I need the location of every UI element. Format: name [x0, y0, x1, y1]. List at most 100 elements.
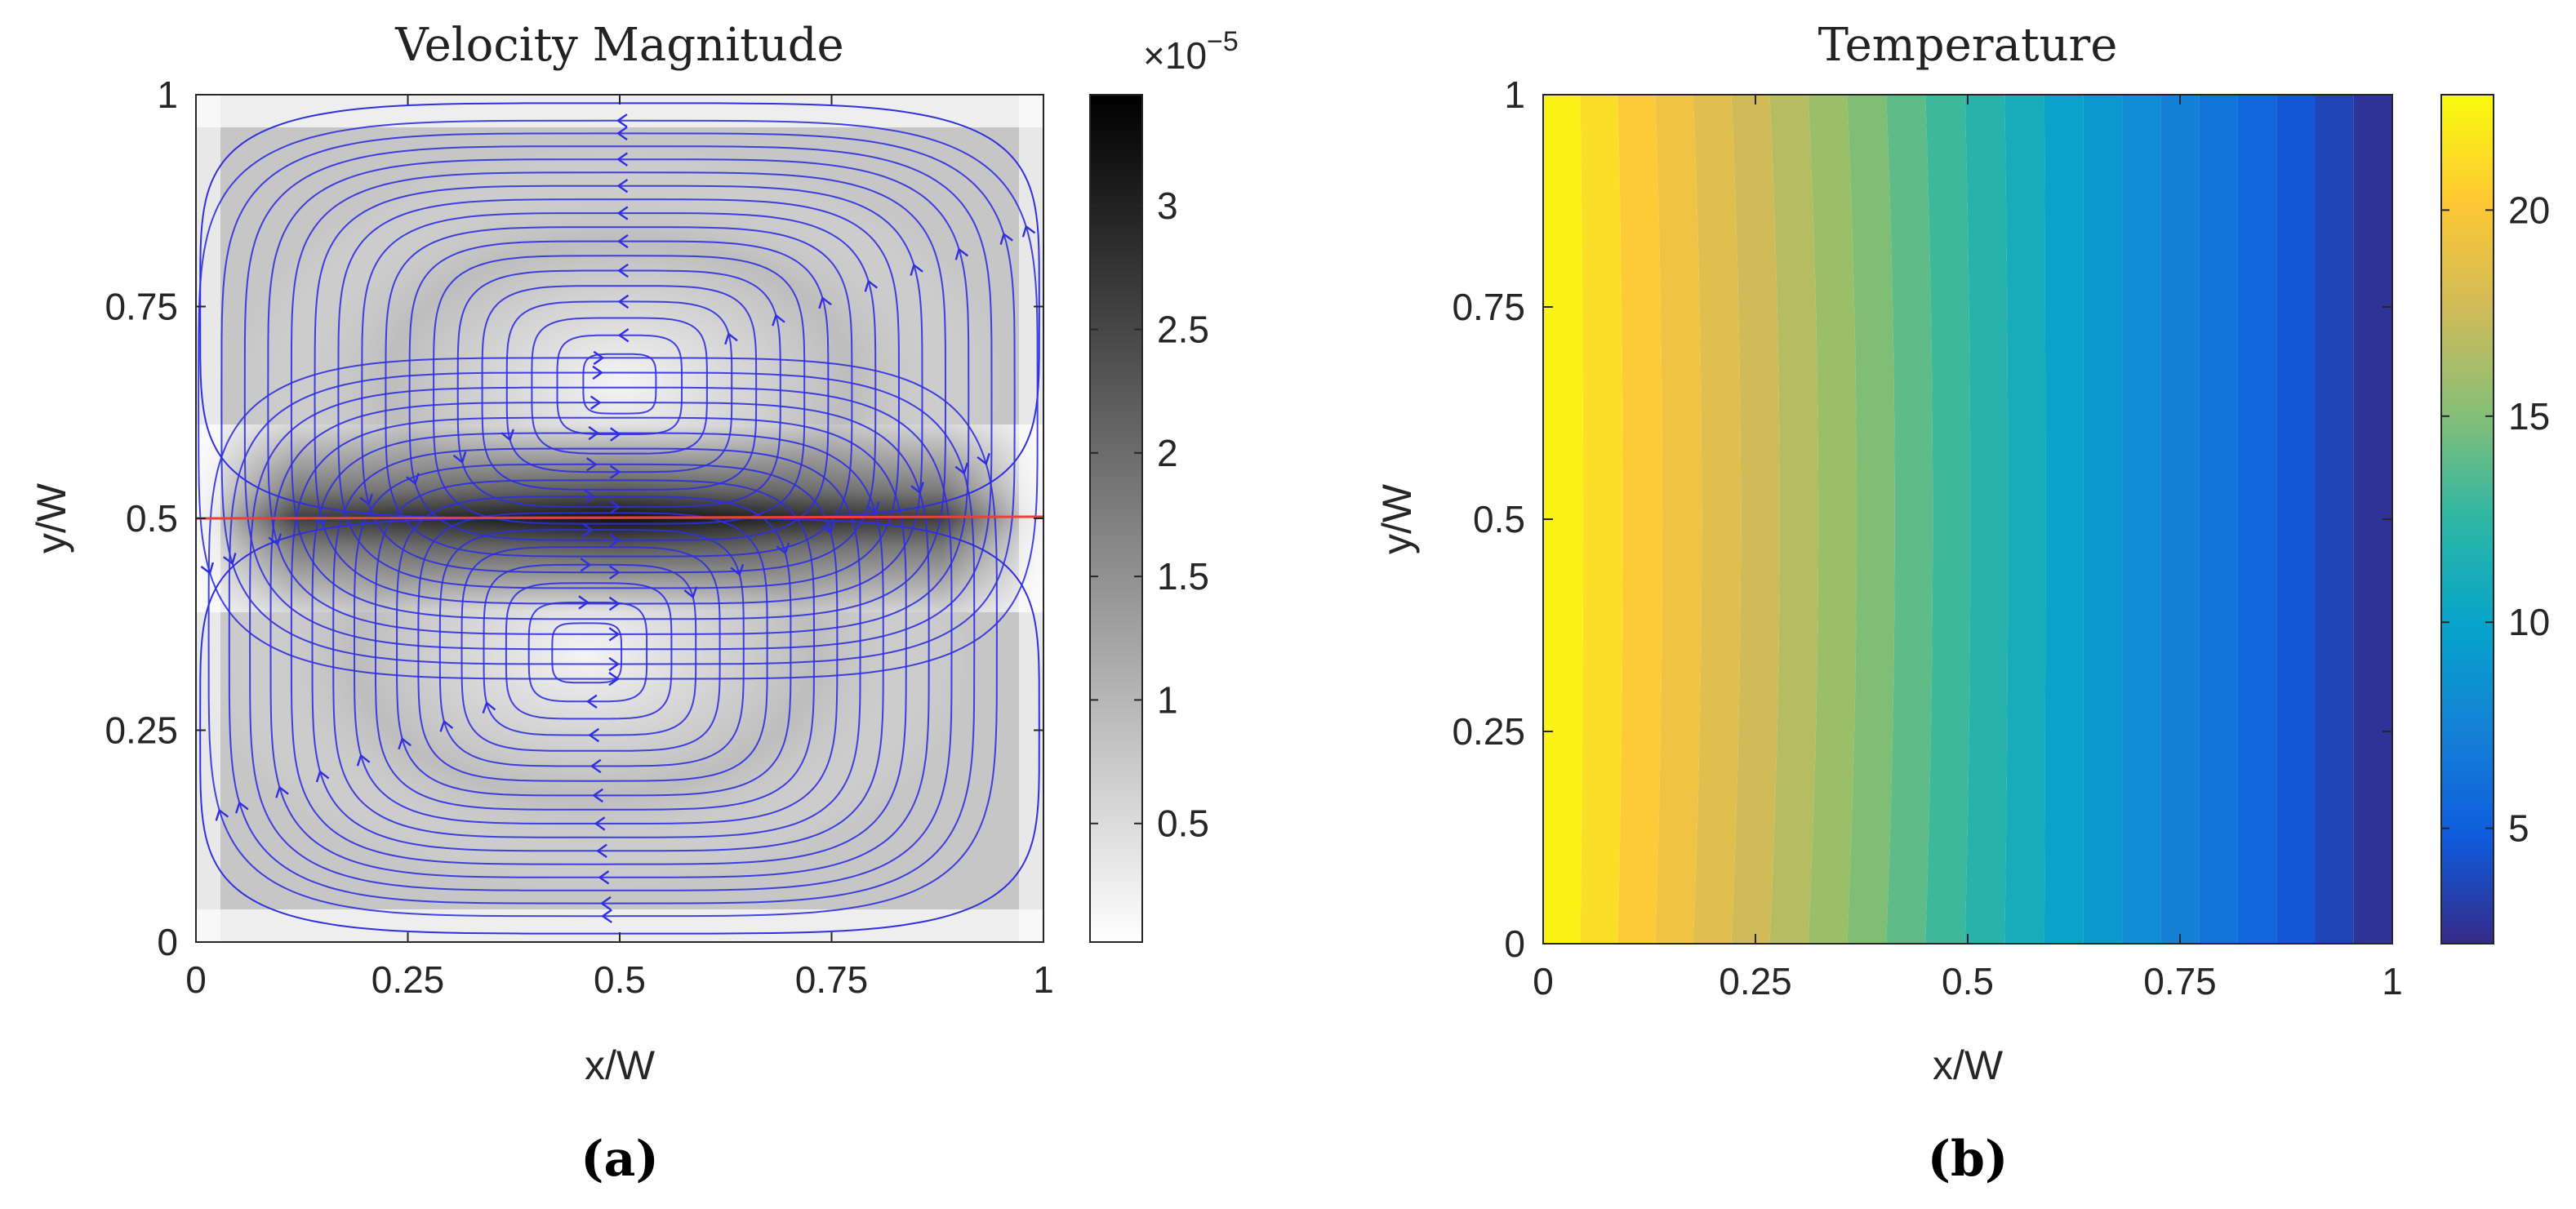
streamline-arrow — [821, 522, 835, 535]
velocity-xtick-label: 0.25 — [371, 958, 445, 1001]
streamline-arrow — [584, 489, 596, 504]
streamline-arrow — [215, 808, 229, 821]
temperature-band — [1543, 95, 1584, 944]
velocity-colorbar-tick-label: 1 — [1157, 678, 1178, 721]
velocity-ytick-label: 0.5 — [126, 497, 178, 540]
streamline-arrow — [589, 395, 602, 410]
velocity-ytick-label: 0 — [157, 921, 178, 963]
streamline-arrow — [596, 843, 607, 858]
streamline — [207, 357, 998, 918]
streamline-arrow — [599, 896, 612, 911]
velocity-colorbar-tick-label: 2.5 — [1157, 308, 1209, 350]
streamline-arrow — [977, 452, 990, 466]
streamline-arrow — [609, 464, 621, 479]
temperature-colorbar-ticks: 5 10 15 20 — [2441, 189, 2550, 850]
temperature-band — [2004, 95, 2046, 944]
temperature-band — [1655, 95, 1702, 944]
streamline-arrow — [592, 788, 603, 803]
temperature-colorbar — [2440, 94, 2494, 945]
streamline-arrow — [598, 870, 610, 885]
temperature-band — [2083, 95, 2123, 944]
streamline-arrow — [616, 233, 629, 249]
streamline-arrow — [818, 296, 832, 309]
streamline — [460, 546, 721, 752]
streamline-arrow — [616, 152, 628, 167]
streamline — [290, 416, 907, 865]
temperature-xtick-label: 0.5 — [1942, 960, 1994, 1002]
temperature-ytick-label: 0.75 — [1452, 286, 1525, 328]
streamline — [311, 432, 884, 852]
velocity-title: Velocity Magnitude — [394, 19, 843, 72]
streamline-arrow — [772, 313, 785, 327]
velocity-colorbar-tick-label: 1.5 — [1157, 555, 1209, 598]
panel-label-a: (a) — [581, 1131, 659, 1188]
velocity-xlabel: x/W — [585, 1042, 656, 1088]
streamline-arrow — [200, 562, 215, 575]
streamline-arrow — [617, 327, 630, 343]
temperature-ytick-label: 1 — [1504, 73, 1525, 116]
temperature-band — [2122, 95, 2161, 944]
streamline — [483, 563, 697, 736]
streamline-arrow — [910, 482, 924, 495]
temperature-title: Temperature — [1818, 19, 2118, 72]
streamline-arrow — [315, 770, 330, 783]
colorbar-exponent-base: ×10 — [1143, 34, 1207, 77]
streamline — [527, 602, 648, 703]
temperature-band — [1964, 95, 2009, 944]
temperature-band — [1580, 95, 1623, 944]
streamline-arrow — [910, 263, 923, 276]
streamline-arrow — [683, 586, 698, 599]
colorbar-exponent-power: −5 — [1207, 26, 1239, 57]
temperature-band — [1808, 95, 1857, 944]
streamline-arrow — [439, 719, 454, 732]
velocity-ylabel: y/W — [29, 482, 74, 553]
streamline — [375, 479, 816, 811]
streamline-arrow — [580, 558, 592, 572]
velocity-colorbar-tick-label: 2 — [1157, 432, 1178, 474]
streamline-arrow — [954, 247, 969, 260]
streamline-arrow — [1021, 224, 1036, 238]
streamline-arrow — [616, 126, 628, 141]
streamline — [199, 517, 1040, 935]
streamline-arrow — [724, 332, 738, 345]
max-velocity-line — [195, 515, 1044, 520]
velocity-ytick-label: 0.75 — [105, 286, 178, 328]
streamline-arrow — [954, 462, 968, 475]
streamline — [243, 145, 993, 651]
streamline-arrow — [585, 694, 598, 709]
velocity-panel: Velocity Magnitude 0 0.25 0.5 0.75 1 0 0.25 0.5… — [29, 19, 1239, 1188]
velocity-colorbar-tick-label: 0.5 — [1157, 802, 1209, 845]
velocity-colorbar — [1089, 94, 1143, 943]
temperature-ytick-label: 0.25 — [1452, 710, 1525, 753]
streamline — [361, 212, 877, 574]
streamline-arrow — [588, 727, 600, 743]
temperature-panel: Temperature 0 0.25 0.5 0.75 100.250.50.751 x… — [1374, 19, 2550, 1188]
temperature-xtick-label: 0 — [1533, 960, 1554, 1002]
temperature-xtick-label: 1 — [2382, 960, 2403, 1002]
temperature-band — [1769, 95, 1819, 944]
velocity-xtick-label: 0.5 — [594, 958, 646, 1001]
streamline-arrow — [601, 909, 612, 923]
streamlines — [198, 102, 1040, 935]
colorbar-exponent: ×10−5 — [1143, 26, 1239, 77]
streamline — [199, 102, 1040, 520]
streamline-arrow — [617, 263, 629, 278]
temperature-xtick-label: 0.25 — [1719, 960, 1792, 1002]
velocity-colorbar-tick-label: 3 — [1157, 184, 1178, 227]
temperature-band — [2315, 95, 2354, 944]
temperature-band — [2237, 95, 2277, 944]
streamline-arrow — [776, 542, 790, 555]
streamline-arrow — [593, 350, 605, 366]
streamline — [582, 353, 657, 415]
streamline-arrow — [608, 671, 621, 687]
streamline-arrow — [356, 753, 371, 767]
temperature-band — [1847, 95, 1895, 944]
temperature-colorbar-tick-label: 20 — [2508, 189, 2550, 231]
velocity-xtick-label: 0.75 — [795, 958, 869, 1001]
temperature-xlabel: x/W — [1933, 1042, 2004, 1088]
streamline — [505, 300, 733, 473]
temperature-band — [1617, 95, 1663, 944]
temperature-colorbar-tick-label: 15 — [2508, 395, 2550, 438]
streamline — [551, 622, 623, 684]
streamline — [290, 171, 947, 620]
